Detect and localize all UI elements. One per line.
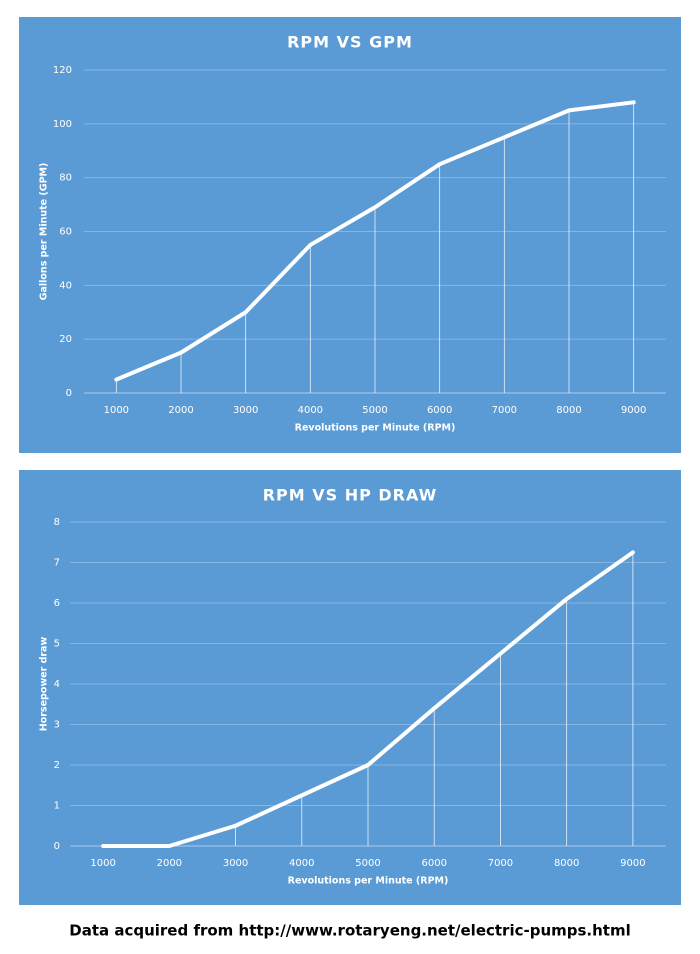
y-tick-label: 3: [54, 720, 60, 731]
x-tick-label: 7000: [488, 858, 513, 869]
y-tick-label: 1: [54, 801, 60, 812]
x-tick-label: 8000: [556, 405, 581, 416]
y-tick-label: 6: [54, 598, 60, 609]
y-tick-label: 7: [54, 558, 60, 569]
x-tick-label: 6000: [421, 858, 446, 869]
y-tick-label: 0: [54, 841, 60, 852]
x-tick-label: 3000: [233, 405, 258, 416]
x-tick-label: 3000: [223, 858, 248, 869]
x-tick-label: 4000: [289, 858, 314, 869]
x-tick-label: 9000: [620, 858, 645, 869]
x-tick-label: 1000: [90, 858, 115, 869]
chart-panel: [19, 470, 681, 905]
footer: Data acquired from http://www.rotaryeng.…: [69, 922, 631, 940]
x-tick-label: 8000: [554, 858, 579, 869]
y-tick-label: 40: [59, 280, 72, 291]
chart-title: RPM VS GPM: [287, 33, 413, 52]
x-tick-label: 9000: [621, 405, 646, 416]
x-tick-label: 2000: [157, 858, 182, 869]
x-axis-title: Revolutions per Minute (RPM): [295, 423, 456, 434]
x-tick-label: 5000: [362, 405, 387, 416]
chart-title: RPM VS HP DRAW: [263, 486, 438, 505]
y-tick-label: 0: [66, 388, 72, 399]
y-tick-label: 120: [53, 65, 72, 76]
y-axis-title: Horsepower draw: [39, 637, 50, 732]
x-tick-label: 7000: [492, 405, 517, 416]
chart-panel: [19, 17, 681, 453]
x-tick-label: 2000: [168, 405, 193, 416]
x-tick-label: 1000: [104, 405, 129, 416]
y-axis-title: Gallons per Minute (GPM): [39, 163, 50, 301]
x-tick-label: 5000: [355, 858, 380, 869]
x-axis-title: Revolutions per Minute (RPM): [288, 876, 449, 887]
y-tick-label: 5: [54, 639, 60, 650]
y-tick-label: 20: [59, 334, 72, 345]
y-tick-label: 60: [59, 227, 72, 238]
x-tick-label: 6000: [427, 405, 452, 416]
y-tick-label: 2: [54, 760, 60, 771]
data-line: [101, 550, 635, 848]
y-tick-label: 80: [59, 173, 72, 184]
y-tick-label: 100: [53, 119, 72, 130]
y-tick-label: 4: [54, 679, 60, 690]
data-line: [114, 100, 636, 382]
x-tick-label: 4000: [298, 405, 323, 416]
y-tick-label: 8: [54, 517, 60, 528]
